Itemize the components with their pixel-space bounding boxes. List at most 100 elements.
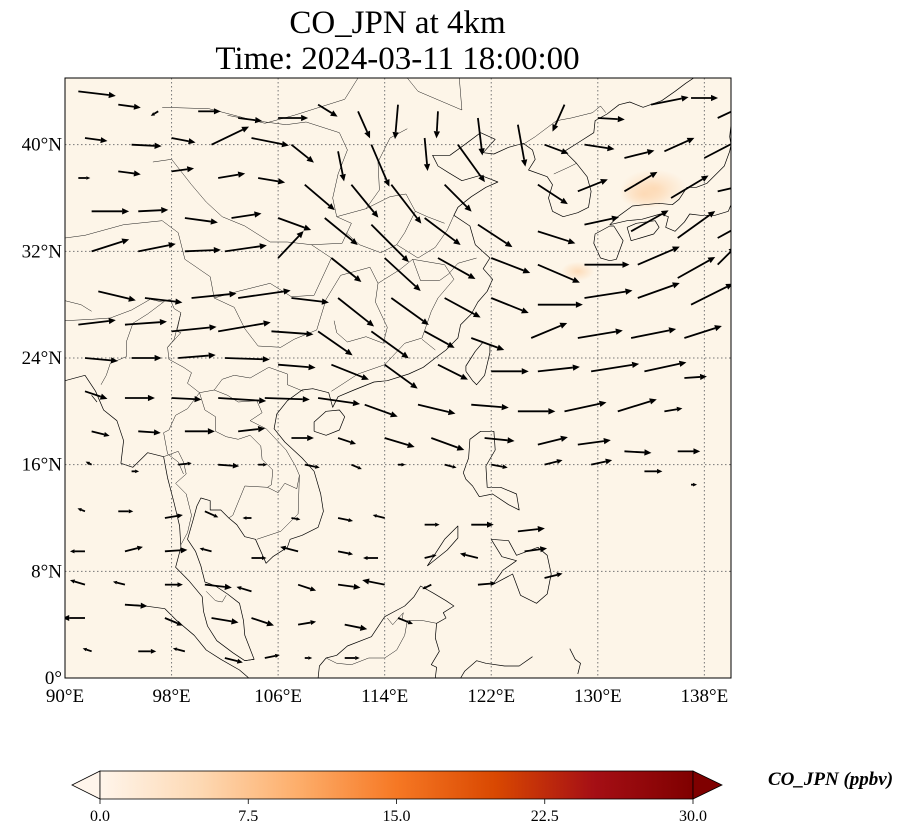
wind-arrow bbox=[211, 126, 250, 146]
wind-arrow bbox=[630, 210, 669, 233]
wind-arrow bbox=[85, 461, 93, 466]
wind-arrow bbox=[670, 175, 709, 199]
coastline bbox=[460, 656, 533, 678]
wind-arrow bbox=[78, 317, 116, 326]
wind-arrow bbox=[390, 184, 422, 224]
wind-arrow bbox=[490, 297, 529, 314]
wind-arrow bbox=[584, 288, 633, 299]
wind-arrow bbox=[584, 215, 619, 226]
wind-arrow bbox=[150, 110, 159, 116]
coastline bbox=[462, 430, 520, 511]
wind-arrow bbox=[544, 572, 563, 579]
lon-tick-label: 122°E bbox=[467, 686, 515, 707]
border bbox=[167, 312, 182, 348]
wind-arrow bbox=[677, 211, 716, 239]
coastline bbox=[244, 658, 255, 662]
coastlines bbox=[65, 78, 731, 678]
wind-arrow bbox=[623, 171, 658, 193]
wind-arrow bbox=[184, 246, 221, 254]
wind-arrow bbox=[337, 517, 354, 523]
wind-arrow bbox=[278, 114, 309, 122]
wind-arrow bbox=[178, 461, 192, 466]
wind-arrow bbox=[304, 656, 313, 660]
wind-arrow bbox=[537, 364, 580, 373]
border bbox=[65, 300, 92, 312]
wind-arrow bbox=[717, 229, 731, 239]
wind-arrow bbox=[524, 546, 548, 553]
wind-arrow bbox=[664, 406, 683, 413]
wind-arrow bbox=[544, 459, 563, 466]
wind-arrow bbox=[637, 246, 680, 266]
lat-tick-label: 24°N bbox=[22, 348, 63, 369]
colorbar-tick-label: 22.5 bbox=[531, 808, 559, 825]
border bbox=[553, 163, 577, 175]
wind-arrow bbox=[457, 144, 485, 183]
colorbar-tick-label: 30.0 bbox=[679, 808, 707, 825]
wind-arrow bbox=[290, 143, 314, 163]
wind-arrow bbox=[424, 554, 437, 559]
lon-tick-label: 130°E bbox=[574, 686, 622, 707]
colorbar-extend-max bbox=[692, 770, 723, 800]
wind-arrow bbox=[664, 137, 695, 153]
wind-arrow bbox=[77, 508, 86, 513]
coastline bbox=[91, 395, 98, 403]
colorbar-ticks: 0.0 7.5 15.0 22.5 30.0 bbox=[90, 799, 707, 825]
wind-arrow bbox=[138, 648, 157, 654]
border bbox=[162, 78, 359, 124]
coastline bbox=[569, 648, 581, 675]
coastline bbox=[135, 604, 250, 678]
wind-arrow bbox=[198, 108, 221, 115]
wind-arrow bbox=[330, 257, 362, 282]
wind-arrow bbox=[423, 137, 431, 171]
border bbox=[345, 232, 397, 253]
wind-arrow bbox=[591, 361, 640, 373]
wind-arrow bbox=[304, 183, 335, 211]
wind-arrow bbox=[224, 657, 243, 664]
wind-arrow bbox=[459, 552, 479, 559]
wind-arrow bbox=[84, 357, 118, 364]
wind-arrow bbox=[82, 647, 92, 653]
wind-arrow bbox=[258, 462, 268, 467]
wind-arrow bbox=[264, 653, 280, 659]
wind-arrow bbox=[717, 110, 731, 119]
wind-arrow bbox=[384, 257, 421, 291]
wind-arrow bbox=[424, 217, 461, 245]
wind-arrow bbox=[91, 208, 130, 215]
wind-arrow bbox=[131, 142, 162, 149]
wind-arrow bbox=[350, 184, 379, 218]
wind-arrow bbox=[317, 397, 361, 407]
border bbox=[152, 159, 332, 299]
wind-arrow bbox=[584, 143, 615, 152]
colorbar-extend-min bbox=[71, 770, 101, 800]
wind-arrow bbox=[397, 617, 413, 625]
wind-arrow bbox=[443, 184, 472, 212]
wind-arrow bbox=[238, 288, 291, 299]
wind-arrow bbox=[424, 522, 440, 527]
lat-tick-label: 0° bbox=[45, 668, 62, 689]
wind-arrow bbox=[684, 325, 722, 339]
colorbar-tick-label: 15.0 bbox=[383, 808, 411, 825]
wind-arrow bbox=[224, 356, 270, 363]
wind-arrow bbox=[164, 617, 183, 626]
wind-arrow bbox=[297, 583, 317, 592]
wind-arrow bbox=[218, 462, 240, 469]
coastline bbox=[313, 409, 346, 436]
wind-arrow bbox=[424, 330, 455, 348]
wind-arrow bbox=[370, 144, 390, 187]
wind-arrow bbox=[337, 583, 361, 590]
border bbox=[244, 259, 455, 392]
wind-arrow bbox=[392, 104, 399, 140]
border bbox=[407, 78, 463, 111]
lat-tick-label: 8°N bbox=[31, 561, 62, 582]
wind-arrow bbox=[278, 363, 316, 371]
wind-arrow bbox=[231, 211, 262, 219]
border bbox=[448, 257, 477, 275]
wind-arrow bbox=[564, 400, 607, 413]
wind-arrow bbox=[433, 111, 440, 139]
wind-arrow bbox=[577, 437, 611, 446]
wind-arrow bbox=[398, 462, 406, 467]
coastline bbox=[593, 225, 624, 262]
wind-arrow bbox=[118, 170, 141, 177]
wind-arrow bbox=[362, 578, 385, 586]
wind-arrow bbox=[691, 94, 719, 102]
